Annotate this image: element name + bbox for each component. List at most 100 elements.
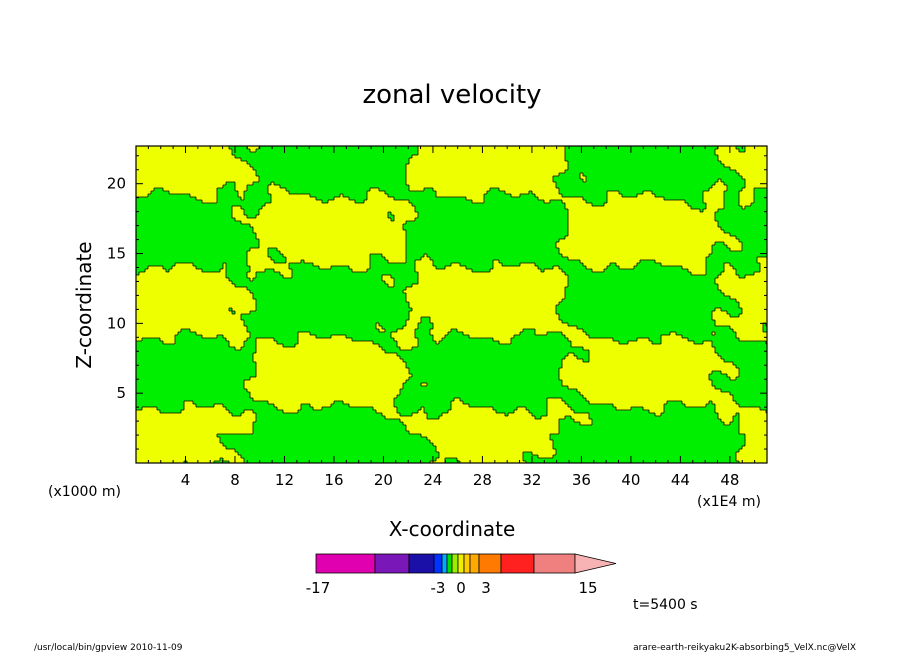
field-cell-high	[136, 461, 185, 463]
field-cell-high	[439, 455, 524, 459]
x-axis-label: X-coordinate	[389, 517, 516, 541]
field-cell-high	[436, 194, 485, 198]
field-cell-high	[568, 233, 731, 237]
field-cell-high	[385, 281, 395, 285]
field-cell-high	[235, 188, 248, 192]
field-cell-high	[727, 245, 743, 249]
field-cell-high	[493, 263, 503, 267]
field-cell-high	[730, 296, 767, 300]
field-cell-high	[739, 338, 767, 342]
field-cell-high	[760, 266, 767, 270]
field-cell-high	[253, 356, 401, 360]
field-cell-high	[256, 233, 407, 237]
field-cell-high	[406, 425, 560, 429]
field-cell-high	[724, 293, 767, 297]
field-cell-high	[409, 158, 566, 162]
field-cell-high	[739, 416, 767, 420]
field-cell-high	[703, 341, 713, 345]
field-cell-high	[409, 302, 560, 306]
field-cell-high	[499, 341, 512, 345]
field-cell-high	[436, 449, 557, 453]
chart-title: zonal velocity	[362, 80, 541, 110]
field-cell-high	[706, 203, 725, 207]
field-cell-high	[406, 428, 560, 432]
field-cell-high	[136, 299, 257, 303]
field-cell-high	[136, 281, 233, 285]
field-cell-high	[136, 305, 257, 309]
field-cell-high	[196, 197, 218, 201]
field-cell-high	[268, 191, 290, 195]
field-cell-high	[223, 263, 227, 267]
field-cell-high	[556, 242, 716, 246]
x-tick-label: 24	[423, 471, 442, 489]
field-cell-high	[463, 332, 521, 336]
field-cell-high	[283, 254, 371, 258]
field-cell-high	[376, 410, 398, 414]
field-cell-high	[742, 311, 767, 315]
field-cell-high	[412, 308, 557, 312]
field-cell-high	[736, 455, 767, 459]
field-cell-high	[136, 146, 230, 150]
field-cell-high	[136, 323, 245, 327]
field-cell-high	[379, 329, 386, 333]
field-cell-high	[430, 332, 449, 336]
field-cell-high	[382, 278, 395, 282]
field-cell-high	[589, 401, 668, 405]
field-cell-high	[136, 338, 143, 342]
field-cell-high	[721, 290, 767, 294]
field-cell-high	[298, 332, 311, 336]
field-cell-high	[583, 347, 716, 351]
field-cell-high	[244, 386, 404, 390]
field-cell-high	[703, 194, 725, 198]
field-cell-high	[715, 149, 740, 153]
field-cell-high	[229, 344, 245, 348]
field-cell-high	[136, 410, 161, 414]
field-cell-high	[718, 284, 767, 288]
field-cell-high	[223, 458, 245, 462]
field-cell-high	[439, 452, 524, 456]
field-cell-high	[538, 455, 554, 459]
field-cell-high	[247, 272, 257, 276]
field-cell-high	[406, 320, 422, 324]
field-cell-high	[136, 155, 236, 159]
field-cell-high	[742, 446, 767, 450]
field-cell-high	[568, 212, 716, 216]
field-cell-high	[247, 146, 260, 150]
field-cell-high	[562, 254, 710, 258]
field-cell-high	[406, 287, 566, 291]
colorbar-tick-label: -17	[306, 579, 331, 597]
field-cell-high	[742, 206, 746, 210]
colorbar-segment	[441, 553, 448, 574]
field-cell-high	[277, 248, 407, 252]
field-cell-high	[244, 410, 254, 414]
field-cell-high	[259, 242, 407, 246]
field-cell-high	[400, 347, 413, 351]
field-cell-high	[283, 410, 299, 414]
field-cell-high	[718, 146, 737, 150]
field-cell-high	[136, 302, 257, 306]
field-cell-high	[373, 407, 398, 411]
field-cell-high	[190, 194, 218, 198]
field-cell-high	[736, 170, 767, 174]
field-cell-high	[136, 182, 227, 186]
field-cell-high	[547, 401, 566, 405]
time-label: t=5400 s	[633, 597, 698, 613]
field-cell-high	[739, 461, 767, 463]
field-cell-high	[259, 209, 416, 213]
field-cell-high	[382, 254, 407, 258]
field-cell-high	[703, 209, 719, 213]
field-cell-high	[184, 407, 227, 411]
field-cell-high	[232, 206, 242, 210]
field-cell-high	[271, 194, 311, 198]
field-cell-high	[565, 335, 590, 339]
colorbar: -17 -3 0 3 15	[306, 553, 617, 597]
field-cell-high	[562, 332, 587, 336]
field-cell-high	[541, 416, 566, 420]
field-cell-high	[232, 308, 257, 312]
field-cell-high	[499, 188, 560, 192]
y-tick-label: 5	[116, 384, 126, 402]
field-cell-high	[565, 206, 692, 210]
field-cell-high	[544, 269, 563, 273]
field-cell-high	[136, 164, 251, 168]
field-cell-high	[547, 398, 563, 402]
